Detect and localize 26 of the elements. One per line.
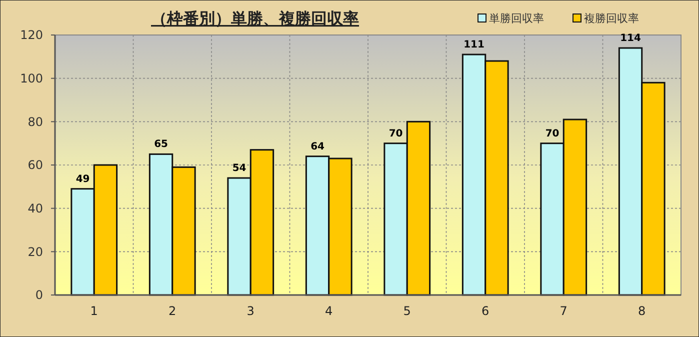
- x-tick-label: 3: [246, 304, 254, 318]
- data-label: 49: [76, 174, 90, 185]
- data-label: 111: [464, 40, 485, 50]
- x-tick-label: 1: [90, 304, 98, 318]
- data-label: 64: [310, 141, 325, 152]
- legend-label: 単勝回収率: [489, 12, 544, 25]
- x-tick-label: 8: [638, 304, 646, 318]
- y-tick-label: 60: [28, 158, 43, 172]
- x-tick-label: 4: [325, 304, 333, 318]
- y-tick-label: 40: [28, 202, 43, 216]
- x-tick-label: 7: [560, 304, 568, 318]
- y-tick-label: 100: [20, 72, 43, 86]
- x-tick-label: 6: [482, 304, 490, 318]
- y-tick-label: 80: [28, 114, 43, 129]
- data-label: 70: [388, 128, 403, 140]
- legend-label: 複勝回収率: [584, 12, 639, 25]
- data-label: 65: [154, 139, 168, 150]
- y-tick-label: 20: [28, 244, 43, 259]
- data-label: 54: [232, 163, 246, 174]
- y-tick-label: 0: [35, 288, 43, 302]
- data-label: 70: [545, 128, 560, 140]
- x-tick-label: 5: [403, 304, 411, 318]
- y-tick-label: 120: [20, 28, 43, 42]
- data-label: 114: [620, 33, 642, 44]
- chart-title: （枠番別）単勝、複勝回収率: [151, 9, 359, 28]
- x-tick-label: 2: [168, 304, 176, 318]
